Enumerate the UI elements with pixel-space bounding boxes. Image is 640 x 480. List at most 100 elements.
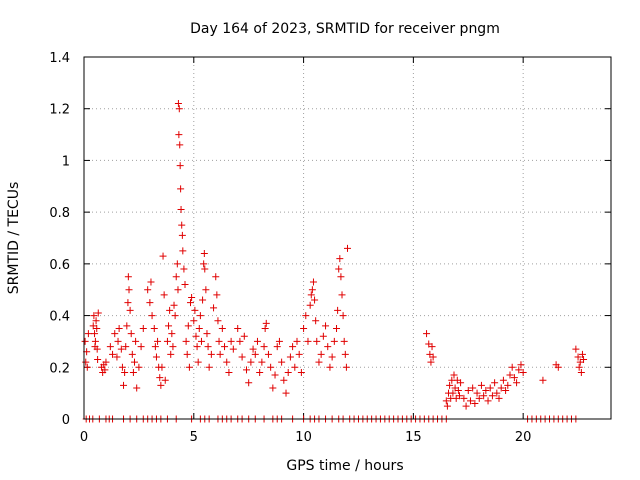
data-point <box>122 343 130 351</box>
data-point <box>308 286 316 294</box>
data-point <box>334 306 342 314</box>
data-point <box>261 325 269 332</box>
data-point <box>94 309 102 317</box>
data-point <box>201 265 209 273</box>
data-point <box>333 325 341 332</box>
data-point <box>309 278 317 286</box>
data-point <box>132 337 140 345</box>
data-point <box>234 325 242 332</box>
data-point <box>118 363 126 371</box>
data-point <box>307 291 315 299</box>
data-point <box>125 286 133 294</box>
data-point <box>462 402 470 410</box>
data-point <box>106 343 114 351</box>
data-point <box>240 332 248 340</box>
data-point <box>197 337 205 345</box>
data-point <box>150 325 158 332</box>
data-point <box>168 330 176 338</box>
y-tick-label: 0.4 <box>49 310 70 325</box>
data-point <box>216 350 224 358</box>
data-point <box>154 337 162 345</box>
data-point <box>242 366 250 374</box>
data-point <box>84 330 92 338</box>
data-point <box>315 358 323 366</box>
data-point <box>173 260 181 268</box>
data-point <box>484 397 492 405</box>
data-point <box>256 368 264 376</box>
data-point <box>517 361 525 369</box>
data-point <box>495 394 503 402</box>
grid-lines <box>84 57 611 419</box>
data-point <box>554 363 562 371</box>
data-point <box>156 374 164 382</box>
data-point <box>286 353 294 361</box>
y-tick-label: 1 <box>62 154 70 169</box>
data-point <box>455 392 463 400</box>
data-point <box>89 322 97 330</box>
data-point <box>175 131 183 139</box>
data-point <box>176 162 184 170</box>
data-point <box>493 389 501 397</box>
x-axis-label: GPS time / hours <box>286 458 403 474</box>
y-tick-label: 1.2 <box>49 103 70 118</box>
data-point <box>124 273 132 281</box>
data-point <box>185 363 193 371</box>
data-point <box>203 330 211 338</box>
data-point <box>186 299 194 307</box>
data-point <box>457 379 465 387</box>
data-point <box>196 312 204 320</box>
data-point <box>313 337 321 345</box>
y-axis-label: SRMTID / TECUs <box>6 182 22 295</box>
data-point <box>167 350 175 358</box>
data-point <box>161 376 169 384</box>
data-point <box>188 293 196 301</box>
data-point <box>190 317 198 325</box>
data-point <box>200 250 208 258</box>
data-point <box>171 312 179 320</box>
data-point <box>160 291 168 299</box>
data-point <box>342 363 350 371</box>
data-point <box>339 312 347 320</box>
data-point <box>128 350 136 358</box>
data-point <box>212 273 220 281</box>
plot-frame <box>83 56 612 420</box>
data-point <box>210 304 218 312</box>
data-point <box>213 291 221 299</box>
data-point <box>92 317 100 325</box>
data-point <box>204 343 212 351</box>
x-tick-label: 0 <box>80 430 88 445</box>
data-point <box>278 358 286 366</box>
data-point <box>221 343 229 351</box>
data-point <box>302 312 310 320</box>
data-point <box>120 381 128 389</box>
data-point <box>214 317 222 325</box>
data-point <box>324 343 332 351</box>
data-point <box>337 273 345 281</box>
data-point <box>169 343 177 351</box>
data-point <box>225 368 233 376</box>
y-tick-label: 0.2 <box>49 361 70 376</box>
data-point <box>326 363 334 371</box>
data-point <box>306 301 314 309</box>
chart-title: Day 164 of 2023, SRMTID for receiver png… <box>190 21 500 37</box>
data-point <box>158 363 166 371</box>
data-point <box>170 301 178 309</box>
data-point <box>247 358 255 366</box>
data-point <box>179 247 187 255</box>
data-point <box>464 387 472 395</box>
data-point <box>93 325 101 332</box>
data-point <box>176 141 184 149</box>
data-point <box>144 286 152 294</box>
data-point <box>182 337 190 345</box>
data-point <box>539 376 547 384</box>
data-point <box>328 353 336 361</box>
data-point <box>260 343 268 351</box>
data-point <box>159 252 167 260</box>
data-point <box>223 358 231 366</box>
data-point <box>146 299 154 307</box>
data-point <box>304 337 312 345</box>
data-point <box>115 325 123 332</box>
data-point <box>322 322 330 330</box>
data-point <box>236 337 244 345</box>
